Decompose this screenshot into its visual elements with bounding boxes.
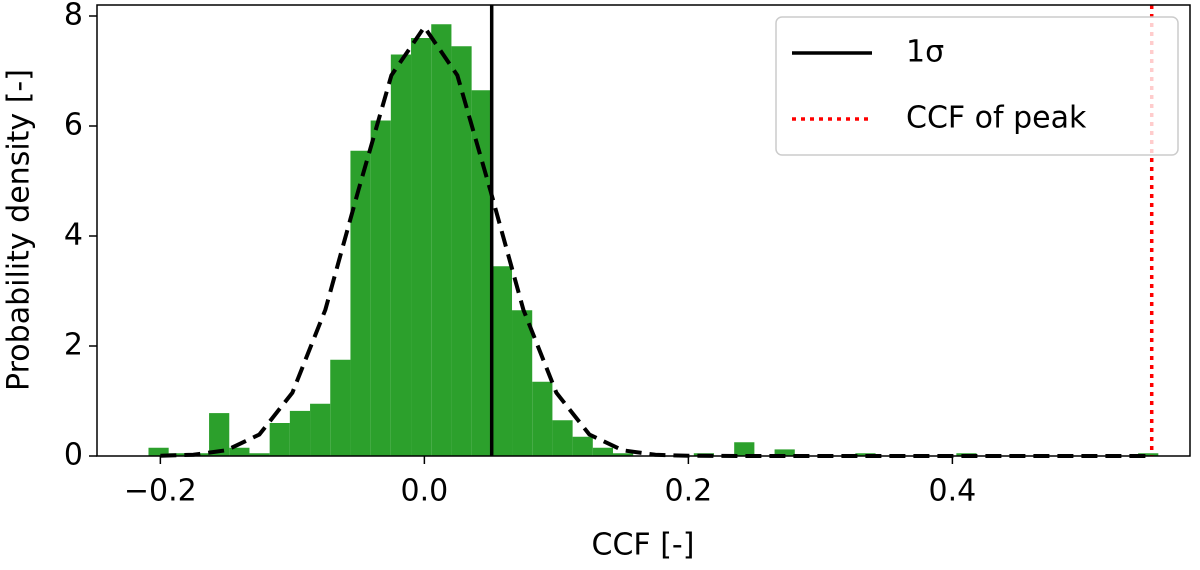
- y-tick-label: 4: [64, 218, 83, 253]
- bar: [774, 449, 795, 456]
- bar: [431, 24, 452, 456]
- y-axis-label: Probability density [-]: [2, 69, 37, 391]
- x-tick-label: 0.2: [665, 474, 713, 509]
- x-tick-label: −0.2: [124, 474, 197, 509]
- bar: [229, 447, 250, 456]
- bar: [512, 310, 533, 456]
- bar: [451, 46, 472, 456]
- bar: [168, 453, 189, 456]
- legend-box: [775, 16, 1179, 156]
- bar: [350, 150, 371, 456]
- y-tick-label: 0: [64, 438, 83, 473]
- bar: [592, 447, 614, 456]
- y-tick-label: 6: [64, 108, 83, 143]
- y-tick-label: 2: [64, 328, 83, 363]
- bar: [269, 423, 290, 456]
- x-tick-label: 0.0: [401, 474, 449, 509]
- bar: [148, 447, 169, 456]
- bar: [370, 120, 391, 456]
- bar: [491, 266, 513, 456]
- plot-frame: [96, 4, 1191, 457]
- bar: [330, 359, 351, 456]
- y-tick-label: 8: [64, 0, 83, 33]
- bar: [572, 436, 593, 456]
- bar: [411, 38, 432, 456]
- bar: [249, 453, 270, 456]
- bar: [310, 403, 331, 456]
- bar: [209, 413, 230, 456]
- bar: [552, 420, 573, 456]
- x-axis-label: CCF [-]: [592, 528, 695, 563]
- x-tick-label: 0.4: [929, 474, 977, 509]
- bar: [613, 453, 634, 456]
- bar: [471, 90, 492, 456]
- fit-curve: [160, 23, 1151, 458]
- legend-label: CCF of peak: [906, 101, 1087, 136]
- bar: [734, 442, 755, 456]
- bar: [1138, 453, 1159, 456]
- bar: [289, 410, 311, 456]
- legend-label: 1σ: [906, 35, 944, 70]
- bar: [532, 381, 553, 456]
- bar: [390, 54, 412, 456]
